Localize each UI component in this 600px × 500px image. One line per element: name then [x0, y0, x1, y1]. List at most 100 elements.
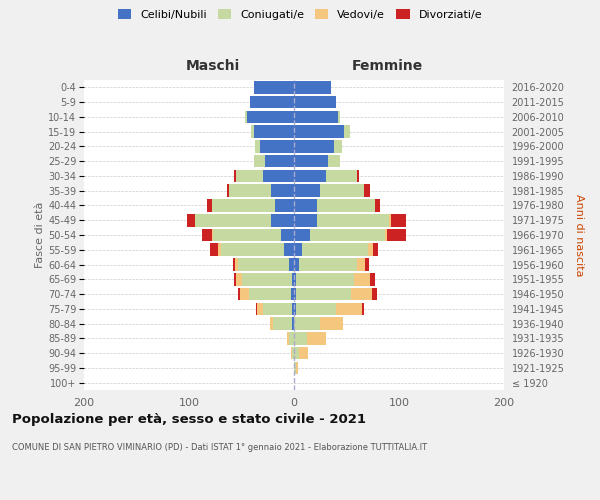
Bar — [294, 273, 296, 285]
Bar — [391, 214, 406, 226]
Bar — [296, 302, 336, 315]
Bar — [299, 347, 308, 360]
Bar — [292, 347, 294, 360]
Bar — [294, 126, 344, 138]
Bar — [212, 199, 275, 212]
Bar — [241, 273, 292, 285]
Bar — [296, 288, 351, 300]
Bar — [294, 244, 302, 256]
Y-axis label: Anni di nascita: Anni di nascita — [574, 194, 584, 276]
Bar — [302, 244, 367, 256]
Bar — [292, 318, 294, 330]
Bar — [249, 288, 291, 300]
Bar — [241, 288, 249, 300]
Bar — [294, 347, 299, 360]
Bar — [234, 273, 236, 285]
Bar — [325, 170, 357, 182]
Bar — [294, 362, 296, 374]
Bar — [310, 228, 385, 241]
Bar — [202, 228, 212, 241]
Bar — [236, 273, 241, 285]
Bar — [385, 228, 388, 241]
Bar — [271, 214, 294, 226]
Bar — [247, 110, 294, 123]
Bar — [210, 244, 218, 256]
Bar — [375, 199, 380, 212]
Bar — [338, 110, 340, 123]
Bar — [317, 214, 389, 226]
Bar — [367, 244, 373, 256]
Bar — [187, 214, 196, 226]
Text: Maschi: Maschi — [186, 58, 240, 72]
Bar — [294, 302, 296, 315]
Bar — [273, 318, 292, 330]
Legend: Celibi/Nubili, Coniugati/e, Vedovi/e, Divorziati/e: Celibi/Nubili, Coniugati/e, Vedovi/e, Di… — [115, 6, 485, 23]
Y-axis label: Fasce di età: Fasce di età — [35, 202, 45, 268]
Bar — [287, 332, 289, 344]
Bar — [336, 302, 362, 315]
Bar — [294, 96, 336, 108]
Bar — [213, 228, 281, 241]
Bar — [294, 140, 334, 152]
Bar — [294, 81, 331, 94]
Bar — [357, 258, 365, 271]
Bar — [245, 110, 247, 123]
Text: COMUNE DI SAN PIETRO VIMINARIO (PD) - Dati ISTAT 1° gennaio 2021 - Elaborazione : COMUNE DI SAN PIETRO VIMINARIO (PD) - Da… — [12, 442, 427, 452]
Bar — [275, 199, 294, 212]
Bar — [354, 273, 370, 285]
Bar — [317, 199, 375, 212]
Bar — [292, 302, 294, 315]
Bar — [388, 228, 406, 241]
Bar — [251, 126, 254, 138]
Bar — [294, 199, 317, 212]
Bar — [227, 184, 229, 197]
Bar — [350, 288, 372, 300]
Bar — [207, 199, 212, 212]
Bar — [281, 228, 294, 241]
Bar — [296, 362, 298, 374]
Bar — [294, 110, 338, 123]
Bar — [357, 170, 359, 182]
Bar — [233, 258, 235, 271]
Text: Femmine: Femmine — [352, 58, 422, 72]
Bar — [334, 140, 342, 152]
Bar — [235, 258, 238, 271]
Bar — [263, 302, 292, 315]
Bar — [294, 170, 325, 182]
Bar — [270, 318, 273, 330]
Bar — [229, 184, 271, 197]
Bar — [389, 214, 391, 226]
Bar — [370, 273, 375, 285]
Bar — [328, 155, 340, 168]
Bar — [265, 155, 294, 168]
Bar — [320, 184, 364, 197]
Bar — [260, 140, 294, 152]
Bar — [307, 332, 325, 344]
Bar — [362, 302, 364, 315]
Bar — [320, 318, 343, 330]
Bar — [294, 258, 299, 271]
Bar — [195, 214, 271, 226]
Bar — [289, 258, 294, 271]
Bar — [234, 170, 236, 182]
Bar — [250, 96, 294, 108]
Bar — [289, 332, 294, 344]
Bar — [294, 155, 328, 168]
Bar — [254, 155, 265, 168]
Bar — [373, 244, 378, 256]
Bar — [263, 170, 294, 182]
Bar — [294, 228, 310, 241]
Bar — [284, 244, 294, 256]
Bar — [299, 258, 357, 271]
Bar — [255, 140, 260, 152]
Bar — [212, 228, 213, 241]
Bar — [294, 214, 317, 226]
Bar — [238, 288, 241, 300]
Bar — [271, 184, 294, 197]
Bar — [254, 81, 294, 94]
Bar — [294, 184, 320, 197]
Text: Popolazione per età, sesso e stato civile - 2021: Popolazione per età, sesso e stato civil… — [12, 412, 366, 426]
Bar — [364, 184, 370, 197]
Bar — [236, 170, 263, 182]
Bar — [254, 126, 294, 138]
